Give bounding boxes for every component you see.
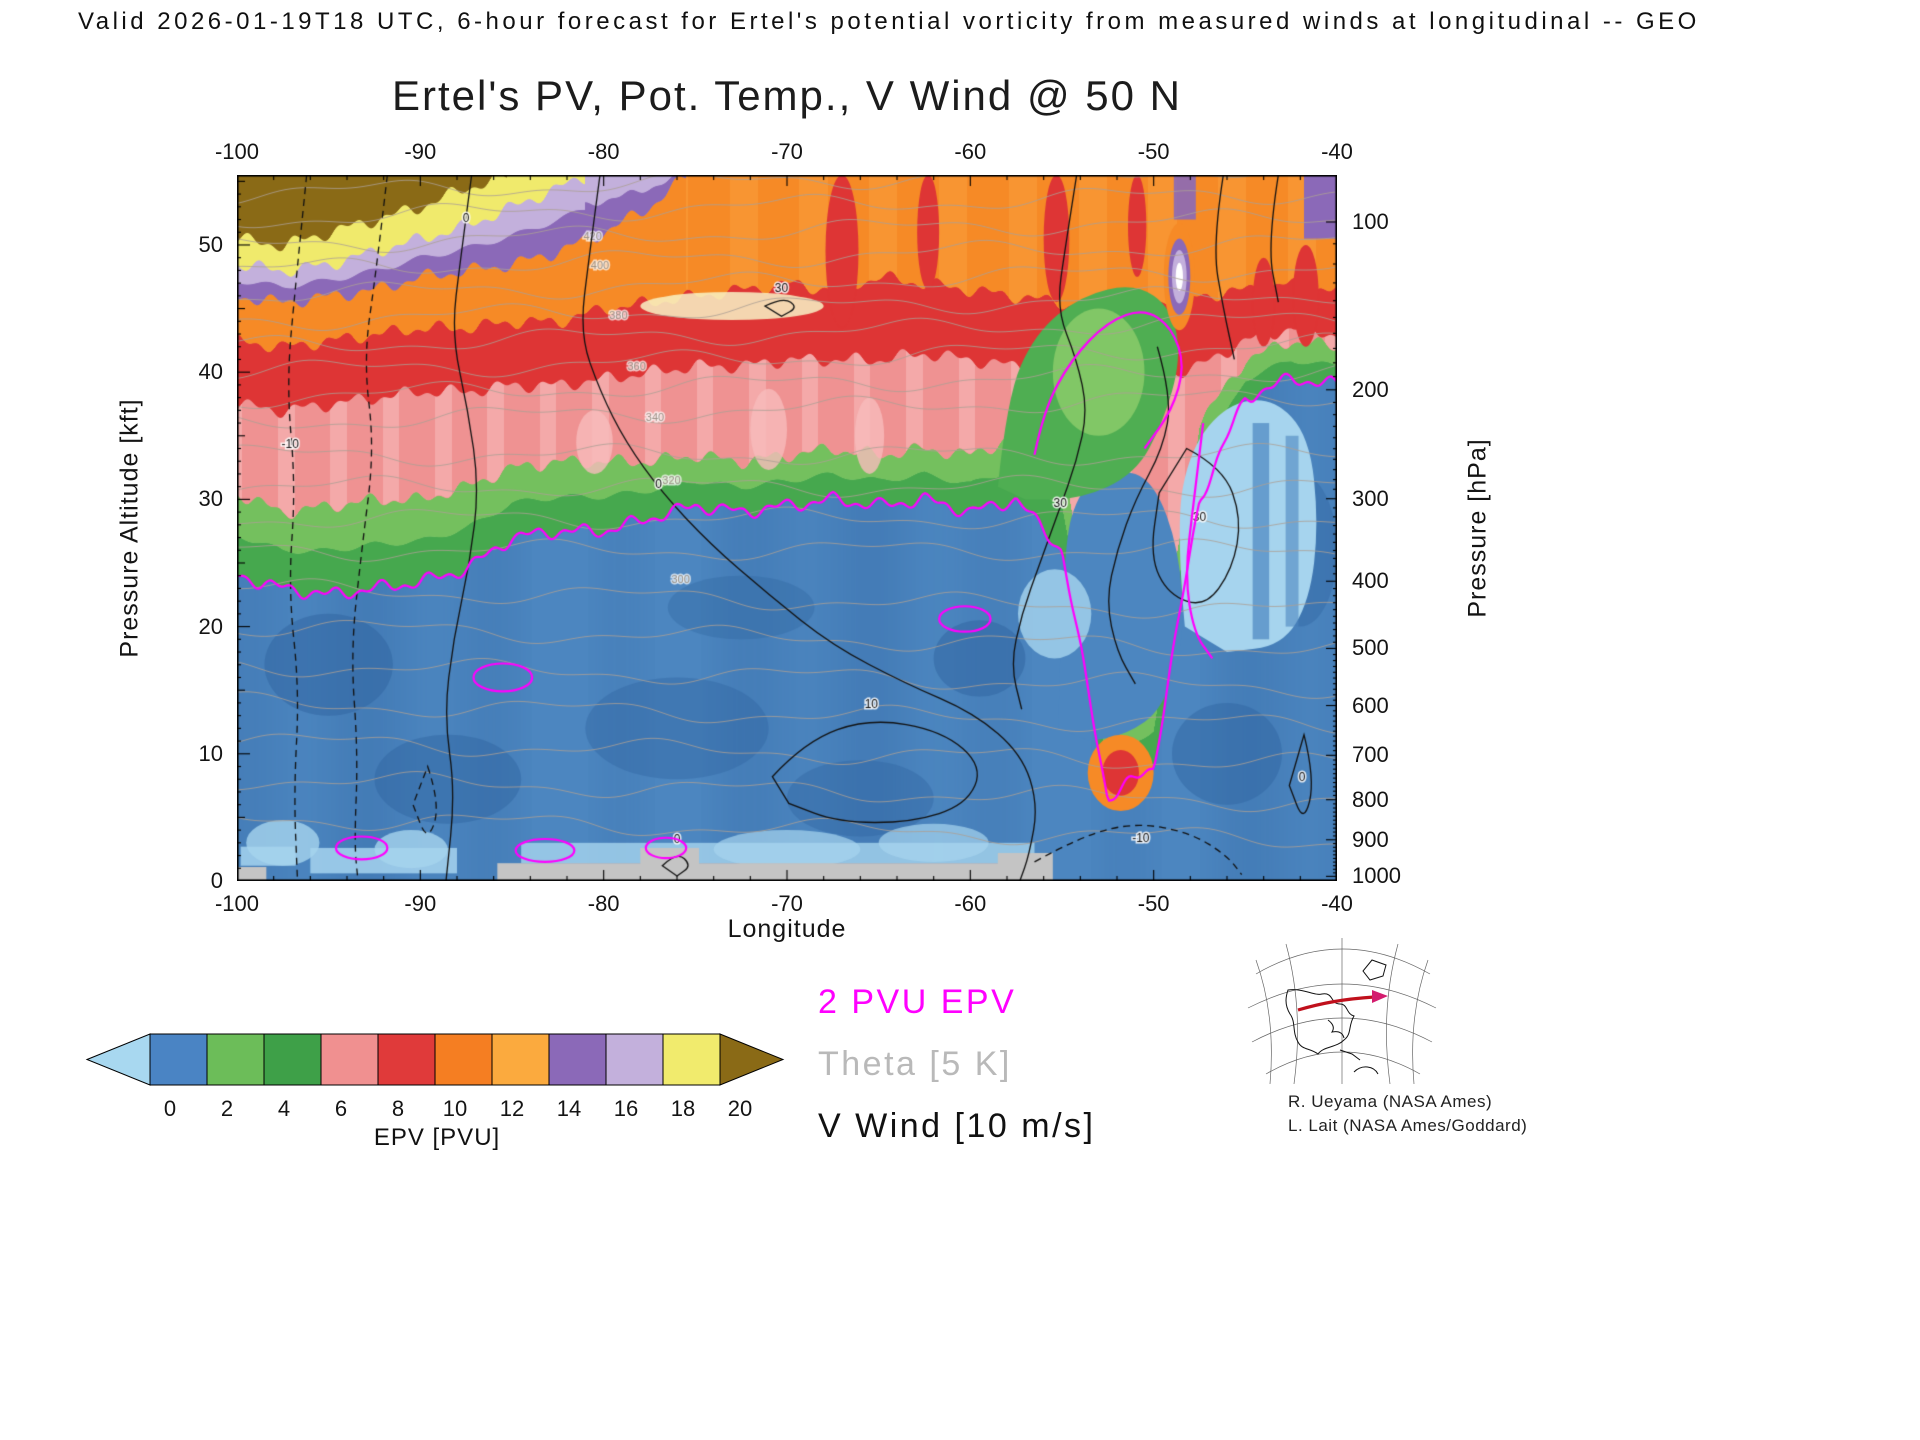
legend-theta: Theta [5 K] — [818, 1045, 1012, 1083]
y-right-tick-label: 100 — [1352, 208, 1389, 234]
colorbar-tick-label: 16 — [613, 1096, 639, 1121]
colorbar-segment — [605, 1033, 664, 1086]
colorbar-tick-label: 8 — [391, 1096, 405, 1121]
colorbar-segment — [491, 1033, 550, 1086]
credit-line-1: R. Ueyama (NASA Ames) — [1288, 1092, 1493, 1111]
x-axis-bottom-tick-label: -80 — [587, 891, 620, 916]
colorbar-label: EPV [PVU] — [373, 1124, 501, 1151]
x-axis-top-tick-label: -70 — [771, 139, 803, 164]
y-right-tick-label: 500 — [1352, 635, 1389, 661]
x-axis-bottom-tick-label: -100 — [214, 891, 260, 916]
colorbar-segment — [662, 1033, 721, 1086]
colorbar-tick-label: 18 — [670, 1096, 696, 1121]
cross-section-arrow — [1297, 990, 1388, 1012]
y-left-tick-label: 10 — [198, 740, 223, 766]
y-left-tick-label: 30 — [198, 486, 223, 512]
y-left-axis-label: Pressure Altitude [kft] — [115, 398, 144, 658]
y-left-tick-label: 40 — [198, 359, 223, 385]
colorbar-tick-label: 6 — [334, 1096, 348, 1121]
y-right-tick-label: 900 — [1352, 826, 1389, 852]
y-right-tick-label: 600 — [1352, 692, 1389, 718]
colorbar-segment — [206, 1033, 265, 1086]
plot-title: Ertel's PV, Pot. Temp., V Wind @ 50 N — [392, 72, 1182, 119]
colorbar-tick-label: 4 — [277, 1096, 291, 1121]
y-right-tick-label: 700 — [1352, 742, 1389, 768]
legend-v-wind: V Wind [10 m/s] — [818, 1107, 1096, 1145]
validity-header: Valid 2026-01-19T18 UTC, 6-hour forecast… — [78, 8, 1700, 35]
location-inset-map — [1247, 938, 1437, 1085]
colorbar-segment — [263, 1033, 322, 1086]
x-axis-top-tick-label: -100 — [214, 139, 260, 164]
colorbar-over-arrow — [719, 1033, 785, 1086]
x-axis-top-tick-label: -90 — [404, 139, 437, 164]
x-axis-top-tick-label: -50 — [1137, 139, 1170, 164]
x-axis-bottom-tick-label: -90 — [404, 891, 437, 916]
colorbar-tick-label: 14 — [556, 1096, 582, 1121]
x-axis-bottom-tick-label: -60 — [954, 891, 987, 916]
colorbar-tick-label: 2 — [220, 1096, 234, 1121]
colorbar-segment — [377, 1033, 436, 1086]
colorbar-tick-label: 10 — [442, 1096, 468, 1121]
colorbar-segment — [548, 1033, 607, 1086]
colorbar-tick-label: 12 — [499, 1096, 525, 1121]
y-right-tick-label: 1000 — [1352, 863, 1401, 889]
y-left-tick-label: 20 — [198, 613, 223, 639]
y-right-axis-label: Pressure [hPa] — [1463, 438, 1492, 618]
colorbar-under-arrow — [85, 1033, 151, 1086]
x-axis-top-tick-label: -60 — [954, 139, 987, 164]
x-axis-bottom-tick-label: -40 — [1321, 891, 1353, 916]
map-graticule — [1247, 938, 1437, 1085]
colorbar-segment — [320, 1033, 379, 1086]
epv-colorbar — [85, 1033, 785, 1086]
colorbar-segment — [149, 1033, 208, 1086]
x-axis-bottom-tick-label: -70 — [771, 891, 803, 916]
y-right-tick-label: 300 — [1352, 485, 1389, 511]
x-axis-top-tick-label: -40 — [1321, 139, 1353, 164]
x-axis-label: Longitude — [727, 915, 847, 943]
y-right-tick-label: 800 — [1352, 786, 1389, 812]
colorbar-tick-label: 20 — [727, 1096, 753, 1121]
x-axis-top-tick-label: -80 — [587, 139, 620, 164]
epv-cross-section-canvas — [237, 175, 1337, 881]
legend-2pvu-epv: 2 PVU EPV — [818, 983, 1017, 1021]
x-axis-bottom-tick-label: -50 — [1137, 891, 1170, 916]
map-coastline — [1285, 959, 1387, 1075]
colorbar-segment — [434, 1033, 493, 1086]
colorbar-tick-label: 0 — [163, 1096, 177, 1121]
y-left-tick-label: 50 — [198, 231, 223, 257]
y-left-tick-label: 0 — [210, 868, 223, 893]
y-right-tick-label: 400 — [1352, 568, 1389, 594]
y-right-tick-label: 200 — [1352, 376, 1389, 402]
credit-line-2: L. Lait (NASA Ames/Goddard) — [1288, 1116, 1528, 1135]
